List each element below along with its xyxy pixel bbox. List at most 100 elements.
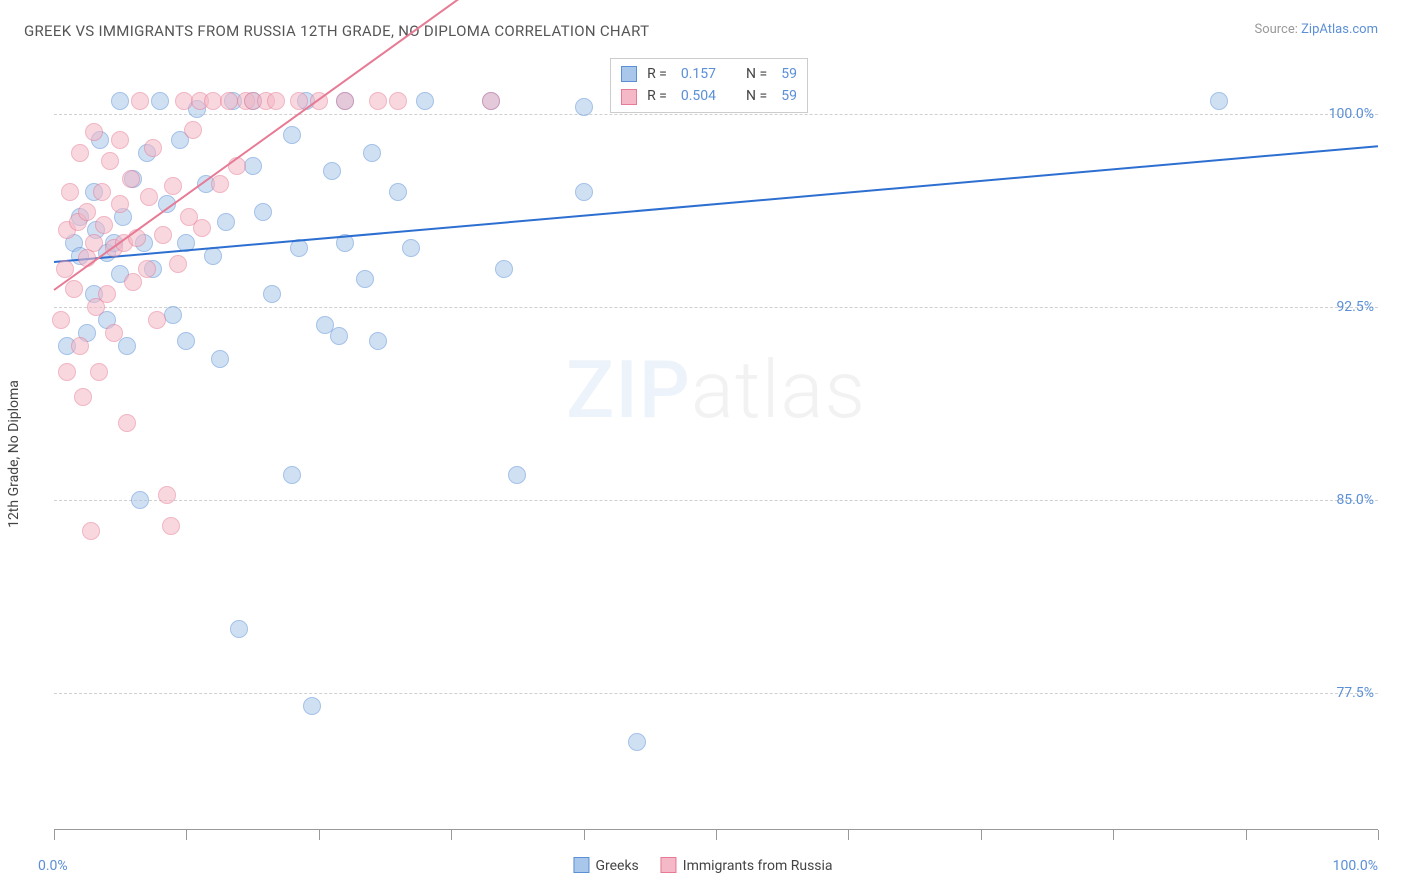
y-tick-label: 100.0% xyxy=(1329,106,1374,122)
watermark-zip: ZIP xyxy=(566,343,691,437)
data-point-russia xyxy=(131,92,149,110)
data-point-russia xyxy=(85,123,103,141)
x-origin-label: 0.0% xyxy=(38,858,68,874)
data-point-greeks xyxy=(508,466,526,484)
data-point-greeks xyxy=(1210,92,1228,110)
data-point-greeks xyxy=(402,239,420,257)
data-point-greeks xyxy=(628,733,646,751)
data-point-greeks xyxy=(330,327,348,345)
data-point-greeks xyxy=(211,350,229,368)
data-point-greeks xyxy=(254,203,272,221)
y-axis-label: 12th Grade, No Diploma xyxy=(6,380,22,528)
legend-r-label: R = xyxy=(647,63,667,85)
x-tick xyxy=(54,830,55,840)
x-tick xyxy=(716,830,717,840)
data-point-greeks xyxy=(303,697,321,715)
chart-title: GREEK VS IMMIGRANTS FROM RUSSIA 12TH GRA… xyxy=(24,22,649,40)
data-point-greeks xyxy=(363,144,381,162)
data-point-russia xyxy=(169,255,187,273)
x-tick xyxy=(319,830,320,840)
data-point-russia xyxy=(140,188,158,206)
data-point-russia xyxy=(162,517,180,535)
data-point-greeks xyxy=(389,183,407,201)
data-point-russia xyxy=(71,144,89,162)
x-tick xyxy=(584,830,585,840)
legend-n-value: 59 xyxy=(781,63,797,85)
legend-correlation-row: R =0.157N =59 xyxy=(621,63,797,85)
data-point-russia xyxy=(138,260,156,278)
data-point-russia xyxy=(74,388,92,406)
x-tick xyxy=(186,830,187,840)
data-point-russia xyxy=(61,183,79,201)
legend-r-value: 0.504 xyxy=(681,85,716,107)
data-point-greeks xyxy=(263,285,281,303)
legend-n-value: 59 xyxy=(781,85,797,107)
y-tick-label: 85.0% xyxy=(1336,492,1374,508)
legend-series: GreeksImmigrants from Russia xyxy=(573,857,832,874)
data-point-greeks xyxy=(575,183,593,201)
watermark: ZIPatlas xyxy=(566,343,866,437)
x-tick xyxy=(451,830,452,840)
data-point-russia xyxy=(118,414,136,432)
data-point-greeks xyxy=(230,620,248,638)
data-point-greeks xyxy=(416,92,434,110)
data-point-russia xyxy=(78,203,96,221)
legend-swatch xyxy=(621,89,637,105)
data-point-russia xyxy=(144,139,162,157)
source-prefix: Source: xyxy=(1254,22,1301,37)
data-point-russia xyxy=(71,337,89,355)
x-tick xyxy=(1378,830,1379,840)
legend-swatch xyxy=(573,857,589,873)
chart-plot-area: ZIPatlas R =0.157N =59R =0.504N =59 77.5… xyxy=(54,50,1378,822)
watermark-atlas: atlas xyxy=(691,343,866,437)
data-point-russia xyxy=(52,311,70,329)
data-point-greeks xyxy=(131,491,149,509)
data-point-russia xyxy=(369,92,387,110)
x-tick xyxy=(1246,830,1247,840)
data-point-russia xyxy=(98,285,116,303)
data-point-greeks xyxy=(356,270,374,288)
data-point-greeks xyxy=(151,92,169,110)
data-point-russia xyxy=(85,234,103,252)
source-link[interactable]: ZipAtlas.com xyxy=(1301,22,1378,37)
legend-label: Greeks xyxy=(595,858,638,874)
legend-n-label: N = xyxy=(746,85,767,107)
data-point-russia xyxy=(82,522,100,540)
gridline xyxy=(54,307,1378,308)
gridline xyxy=(54,500,1378,501)
legend-swatch xyxy=(661,857,677,873)
data-point-russia xyxy=(58,363,76,381)
gridline xyxy=(54,693,1378,694)
data-point-russia xyxy=(65,280,83,298)
data-point-russia xyxy=(164,177,182,195)
data-point-russia xyxy=(193,219,211,237)
legend-n-label: N = xyxy=(746,63,767,85)
legend-correlation-box: R =0.157N =59R =0.504N =59 xyxy=(610,58,808,113)
legend-swatch xyxy=(621,66,637,82)
data-point-russia xyxy=(128,229,146,247)
y-tick-label: 77.5% xyxy=(1336,685,1374,701)
data-point-greeks xyxy=(177,332,195,350)
data-point-greeks xyxy=(244,157,262,175)
data-point-russia xyxy=(184,121,202,139)
data-point-greeks xyxy=(575,98,593,116)
data-point-russia xyxy=(122,170,140,188)
x-tick xyxy=(1113,830,1114,840)
data-point-russia xyxy=(158,486,176,504)
data-point-russia xyxy=(220,92,238,110)
data-point-greeks xyxy=(369,332,387,350)
data-point-greeks xyxy=(495,260,513,278)
data-point-russia xyxy=(93,183,111,201)
data-point-greeks xyxy=(323,162,341,180)
regression-line-russia xyxy=(53,0,1378,291)
x-max-label: 100.0% xyxy=(1333,858,1378,874)
data-point-greeks xyxy=(164,306,182,324)
x-tick xyxy=(981,830,982,840)
data-point-russia xyxy=(105,324,123,342)
data-point-greeks xyxy=(118,337,136,355)
data-point-russia xyxy=(336,92,354,110)
data-point-russia xyxy=(148,311,166,329)
x-tick xyxy=(848,830,849,840)
data-point-greeks xyxy=(217,213,235,231)
data-point-russia xyxy=(482,92,500,110)
